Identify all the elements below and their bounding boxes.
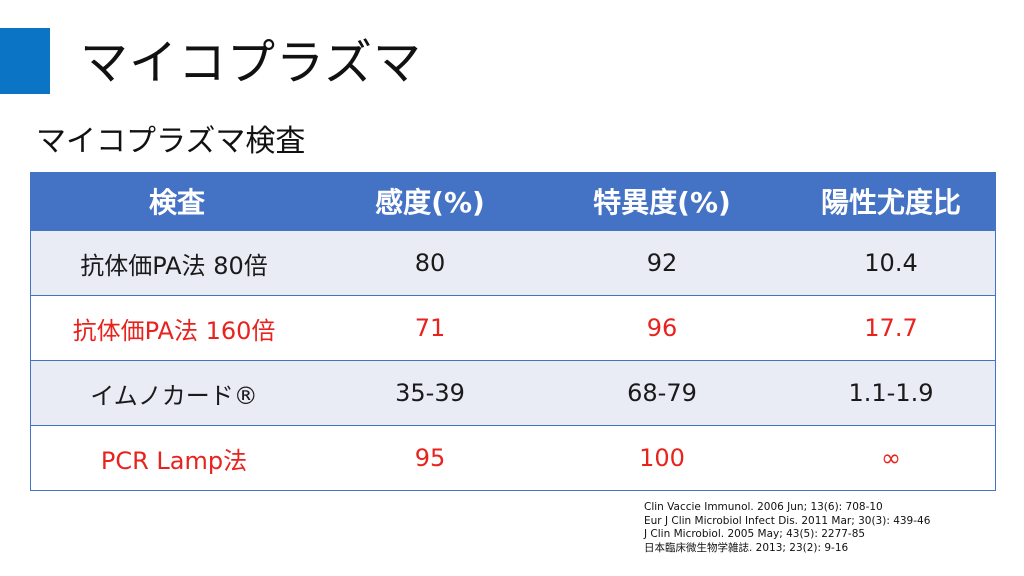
sensitivity-cell: 95 <box>414 444 446 472</box>
specificity-cell: 96 <box>646 314 678 342</box>
header-positive-likelihood-ratio: 陽性尤度比 <box>820 186 961 219</box>
reference-item: J Clin Microbiol. 2005 May; 43(5): 2277-… <box>644 528 866 540</box>
reference-item: Eur J Clin Microbiol Infect Dis. 2011 Ma… <box>644 514 931 527</box>
likelihood-ratio-cell: 1.1-1.9 <box>848 379 934 407</box>
test-name-cell: 抗体価PA法 160倍 <box>72 316 276 345</box>
slide-subtitle: マイコプラズマ検査 <box>36 124 306 159</box>
sensitivity-cell: 35-39 <box>395 379 465 407</box>
table-header-row: 検査 感度(%) 特異度(%) 陽性尤度比 <box>31 172 995 230</box>
reference-item: Clin Vaccie Immunol. 2006 Jun; 13(6): 70… <box>644 501 883 513</box>
table-row: 抗体価PA法 80倍 80 92 10.4 <box>31 230 995 295</box>
table-row: イムノカード® 35-39 68-79 1.1-1.9 <box>31 360 995 425</box>
reference-item: 日本臨床微生物学雑誌. 2013; 23(2): 9-16 <box>644 541 849 554</box>
likelihood-ratio-cell: 17.7 <box>864 314 918 342</box>
table-row: 抗体価PA法 160倍 71 96 17.7 <box>31 295 995 360</box>
slide-title: マイコプラズマ <box>80 35 423 91</box>
sensitivity-cell: 80 <box>414 249 446 277</box>
specificity-cell: 92 <box>646 249 678 277</box>
test-comparison-table: 検査 感度(%) 特異度(%) 陽性尤度比 抗体価PA法 80倍 80 92 1… <box>30 172 996 491</box>
header-sensitivity: 感度(%) <box>375 186 485 219</box>
specificity-cell: 68-79 <box>627 379 697 407</box>
likelihood-ratio-cell: 10.4 <box>864 249 918 277</box>
test-name-cell: 抗体価PA法 80倍 <box>80 251 268 280</box>
specificity-cell: 100 <box>639 444 685 472</box>
likelihood-ratio-cell: ∞ <box>881 444 901 472</box>
references-list: Clin Vaccie Immunol. 2006 Jun; 13(6): 70… <box>644 501 1014 555</box>
sensitivity-cell: 71 <box>414 314 446 342</box>
header-test: 検査 <box>148 186 205 219</box>
table-row: PCR Lamp法 95 100 ∞ <box>31 425 995 490</box>
test-name-cell: PCR Lamp法 <box>100 446 248 475</box>
test-name-cell: イムノカード® <box>90 381 258 410</box>
header-specificity: 特異度(%) <box>593 186 731 219</box>
title-accent-block <box>0 28 50 94</box>
